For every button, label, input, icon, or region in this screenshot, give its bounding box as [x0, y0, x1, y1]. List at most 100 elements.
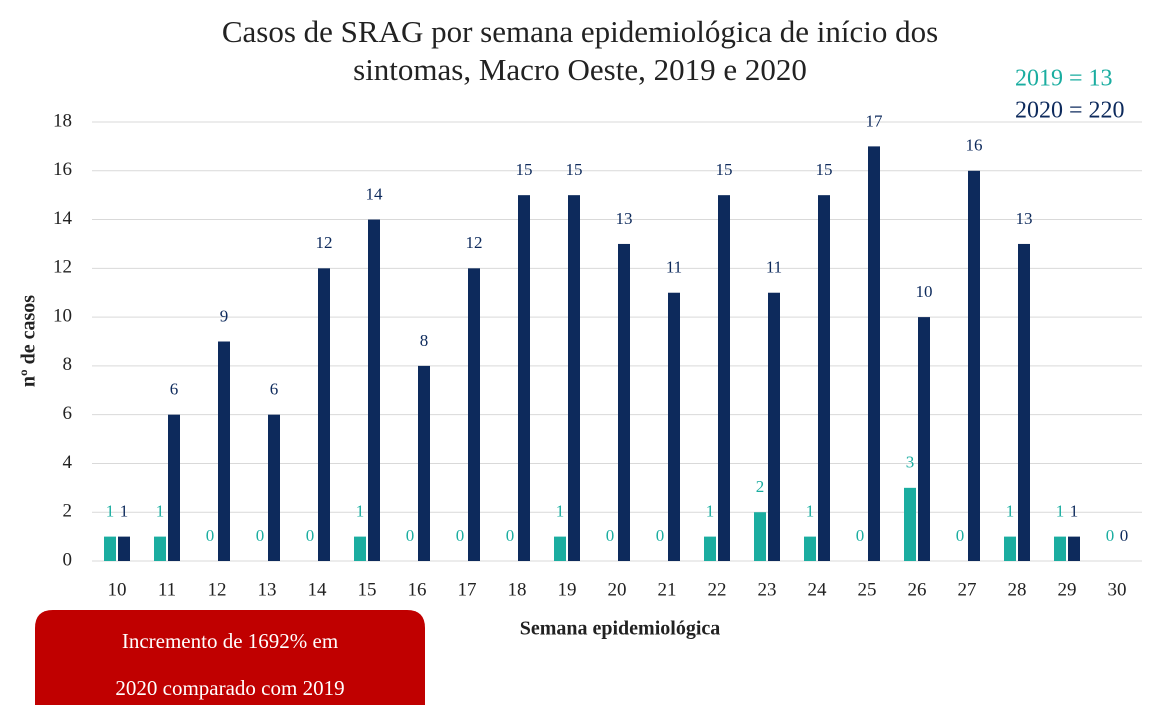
data-label: 2 [756, 477, 765, 496]
bar [968, 170, 980, 561]
data-label: 0 [1120, 526, 1129, 545]
x-tick-label: 27 [958, 579, 977, 600]
annotation: 2019 = 13 [1015, 66, 1113, 92]
data-label: 0 [656, 526, 665, 545]
bar [804, 536, 816, 561]
bar [904, 487, 916, 561]
bar [818, 195, 830, 561]
callout-text: Incremento de 1692% em [122, 629, 338, 653]
x-tick-label: 17 [458, 579, 477, 600]
data-label: 0 [406, 526, 415, 545]
bar [154, 536, 166, 561]
annotation: 2020 = 220 [1015, 98, 1125, 124]
x-tick-label: 13 [258, 579, 277, 600]
data-label: 15 [716, 160, 733, 179]
bar [918, 317, 930, 561]
bar [754, 512, 766, 561]
data-label: 1 [356, 502, 365, 521]
y-tick-label: 10 [53, 305, 72, 326]
y-tick-label: 18 [53, 110, 72, 131]
bar [1004, 536, 1016, 561]
data-label: 16 [966, 136, 983, 155]
x-axis-label: Semana epidemiológica [520, 618, 721, 640]
data-label: 17 [866, 111, 884, 130]
bar [554, 536, 566, 561]
data-label: 11 [766, 258, 782, 277]
data-label: 14 [366, 184, 384, 203]
bar [768, 292, 780, 561]
x-tick-label: 21 [658, 579, 677, 600]
y-tick-label: 8 [63, 354, 73, 375]
y-tick-label: 2 [63, 501, 73, 522]
y-tick-label: 4 [63, 452, 73, 473]
data-label: 15 [516, 160, 533, 179]
data-label: 8 [420, 331, 429, 350]
callout-box [35, 610, 425, 705]
y-tick-label: 12 [53, 257, 72, 278]
y-tick-label: 6 [63, 403, 73, 424]
bar [1018, 243, 1030, 561]
data-label: 6 [270, 380, 279, 399]
bar [1054, 536, 1066, 561]
bar [704, 536, 716, 561]
data-label: 13 [1016, 209, 1033, 228]
bar [354, 536, 366, 561]
data-label: 11 [666, 258, 682, 277]
x-tick-label: 29 [1058, 579, 1077, 600]
bar [218, 341, 230, 561]
data-label: 15 [816, 160, 833, 179]
x-tick-label: 23 [758, 579, 777, 600]
bar [418, 365, 430, 561]
data-label: 1 [706, 502, 715, 521]
y-tick-label: 14 [53, 208, 73, 229]
bar [118, 536, 130, 561]
data-label: 10 [916, 282, 933, 301]
data-label: 0 [306, 526, 315, 545]
data-label: 9 [220, 306, 229, 325]
bar [568, 195, 580, 561]
x-tick-label: 12 [208, 579, 227, 600]
data-label: 0 [856, 526, 865, 545]
data-label: 1 [806, 502, 815, 521]
bar [668, 292, 680, 561]
x-tick-label: 15 [358, 579, 377, 600]
callout-text: 2020 comparado com 2019 [115, 676, 344, 700]
data-label: 3 [906, 453, 915, 472]
x-tick-label: 25 [858, 579, 877, 600]
data-label: 12 [316, 233, 333, 252]
y-axis-label: nº de casos [18, 295, 40, 387]
bar [468, 268, 480, 561]
x-tick-label: 28 [1008, 579, 1027, 600]
data-label: 0 [1106, 526, 1115, 545]
bar [718, 195, 730, 561]
x-tick-label: 16 [408, 579, 427, 600]
data-label: 1 [1070, 502, 1079, 521]
x-tick-label: 20 [608, 579, 627, 600]
bar [318, 268, 330, 561]
chart-title: sintomas, Macro Oeste, 2019 e 2020 [353, 52, 807, 87]
data-label: 0 [506, 526, 515, 545]
bar [1068, 536, 1080, 561]
data-label: 0 [256, 526, 265, 545]
bar [104, 536, 116, 561]
x-tick-label: 19 [558, 579, 577, 600]
bar [268, 414, 280, 561]
x-tick-label: 26 [908, 579, 927, 600]
x-tick-label: 10 [108, 579, 127, 600]
data-label: 6 [170, 380, 179, 399]
data-label: 1 [106, 502, 115, 521]
x-tick-label: 22 [708, 579, 727, 600]
chart-title: Casos de SRAG por semana epidemiológica … [222, 14, 938, 49]
data-label: 0 [206, 526, 215, 545]
data-label: 1 [1056, 502, 1065, 521]
data-label: 0 [456, 526, 465, 545]
data-label: 1 [556, 502, 565, 521]
bar [168, 414, 180, 561]
x-tick-label: 18 [508, 579, 527, 600]
bar [518, 195, 530, 561]
bar [618, 243, 630, 561]
data-label: 1 [156, 502, 165, 521]
x-tick-label: 11 [158, 579, 176, 600]
bar [368, 219, 380, 562]
